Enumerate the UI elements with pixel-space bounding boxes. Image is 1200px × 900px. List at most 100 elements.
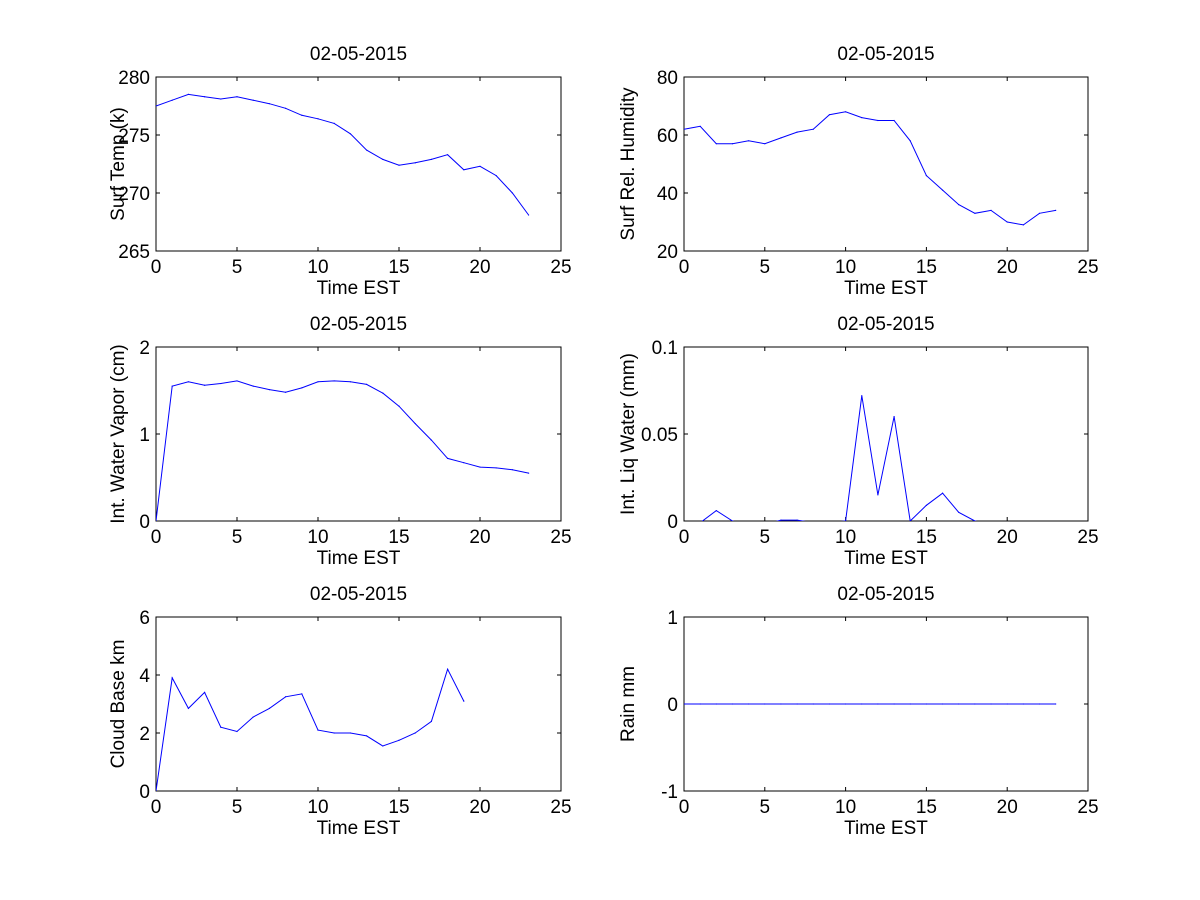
data-point bbox=[845, 520, 847, 521]
data-point bbox=[684, 703, 685, 705]
x-tick-label: 5 bbox=[760, 797, 771, 818]
y-axis-label: Cloud Base km bbox=[108, 640, 129, 769]
y-tick-label: 2 bbox=[139, 724, 150, 745]
data-point bbox=[731, 703, 734, 705]
data-point bbox=[925, 504, 928, 506]
data-point bbox=[958, 511, 960, 513]
data-point bbox=[495, 467, 497, 469]
data-point bbox=[333, 732, 335, 734]
data-point bbox=[780, 703, 782, 705]
data-series-line bbox=[684, 111, 1056, 226]
data-point bbox=[861, 703, 863, 705]
data-point bbox=[187, 707, 189, 709]
data-point bbox=[893, 416, 895, 418]
y-tick-label: 0 bbox=[667, 512, 678, 533]
x-tick-label: 20 bbox=[469, 527, 490, 548]
y-axis-label: Rain mm bbox=[618, 666, 639, 742]
data-point bbox=[1038, 212, 1041, 214]
x-tick-label: 0 bbox=[679, 797, 690, 818]
x-tick-label: 20 bbox=[997, 257, 1018, 278]
data-point bbox=[1006, 221, 1008, 223]
subplot-title: 02-05-2015 bbox=[837, 314, 934, 335]
data-point bbox=[285, 107, 287, 109]
data-series-line bbox=[701, 395, 978, 521]
subplot-3: 0 5 10 15 20 25 0 1 2 02-05-2015 Time EST Int. Wate… bbox=[108, 314, 572, 569]
x-tick-label: 25 bbox=[1077, 257, 1098, 278]
axes-frame bbox=[155, 616, 562, 792]
data-point bbox=[990, 703, 992, 705]
y-tick-label: 280 bbox=[118, 68, 150, 89]
data-point bbox=[845, 703, 847, 705]
data-point bbox=[893, 703, 895, 705]
data-point bbox=[974, 703, 976, 705]
data-point bbox=[463, 700, 465, 702]
data-point bbox=[974, 212, 976, 214]
data-point bbox=[285, 696, 287, 698]
data-point bbox=[1022, 224, 1024, 226]
data-point bbox=[925, 703, 928, 705]
y-axis-label: Int. Water Vapor (cm) bbox=[108, 344, 129, 523]
x-tick-label: 25 bbox=[550, 257, 571, 278]
data-point bbox=[333, 122, 335, 124]
data-point bbox=[317, 118, 319, 120]
y-tick-label: 0.1 bbox=[652, 338, 678, 359]
data-point bbox=[156, 105, 157, 107]
data-point bbox=[941, 703, 944, 705]
data-point bbox=[204, 691, 206, 694]
data-point bbox=[220, 382, 222, 385]
x-tick-label: 5 bbox=[232, 797, 243, 818]
data-point bbox=[268, 389, 270, 391]
x-axis-label: Time EST bbox=[317, 548, 401, 569]
data-point bbox=[187, 381, 189, 383]
data-point bbox=[1055, 209, 1057, 211]
y-tick-label: 1 bbox=[139, 425, 150, 446]
data-point bbox=[268, 103, 270, 105]
y-tick-label: 80 bbox=[657, 68, 678, 89]
data-point bbox=[430, 720, 432, 723]
data-point bbox=[715, 703, 717, 705]
x-tick-label: 0 bbox=[679, 527, 690, 548]
data-point bbox=[252, 99, 254, 101]
data-point bbox=[731, 520, 734, 521]
data-point bbox=[382, 392, 384, 394]
data-point bbox=[430, 158, 432, 160]
x-tick-label: 10 bbox=[835, 797, 856, 818]
data-point bbox=[349, 732, 351, 734]
data-point bbox=[974, 520, 976, 521]
data-point bbox=[877, 119, 879, 122]
x-tick-label: 0 bbox=[151, 797, 162, 818]
data-point bbox=[941, 189, 944, 191]
x-tick-label: 10 bbox=[307, 797, 328, 818]
x-tick-label: 15 bbox=[388, 257, 409, 278]
data-point bbox=[1038, 703, 1041, 705]
x-tick-label: 10 bbox=[835, 527, 856, 548]
y-tick-label: 40 bbox=[657, 184, 678, 205]
data-point bbox=[317, 381, 319, 383]
x-tick-label: 5 bbox=[760, 257, 771, 278]
subplot-5: 0 5 10 15 20 25 0 2 4 6 02-05-2015 Time EST Cloud Ba… bbox=[108, 584, 572, 839]
data-point bbox=[301, 387, 303, 389]
x-tick-label: 25 bbox=[550, 527, 571, 548]
data-point bbox=[877, 494, 879, 496]
subplot-title: 02-05-2015 bbox=[837, 44, 934, 65]
x-tick-label: 10 bbox=[307, 257, 328, 278]
data-point bbox=[764, 143, 766, 145]
y-axis-label: Int. Liq Water (mm) bbox=[618, 353, 639, 515]
x-tick-label: 20 bbox=[997, 527, 1018, 548]
data-point bbox=[171, 99, 173, 101]
data-point bbox=[925, 175, 928, 177]
data-point bbox=[156, 790, 157, 791]
data-point bbox=[156, 520, 157, 521]
data-point bbox=[382, 745, 384, 747]
data-point bbox=[414, 732, 416, 734]
data-point bbox=[252, 716, 254, 718]
y-tick-label: -1 bbox=[661, 782, 678, 803]
data-point bbox=[236, 730, 238, 733]
data-point bbox=[828, 703, 831, 705]
data-point bbox=[748, 703, 750, 705]
y-tick-label: 20 bbox=[657, 242, 678, 263]
axes-frame bbox=[155, 346, 562, 522]
x-axis-label: Time EST bbox=[844, 278, 928, 299]
data-point bbox=[780, 519, 782, 521]
data-point bbox=[171, 677, 173, 679]
